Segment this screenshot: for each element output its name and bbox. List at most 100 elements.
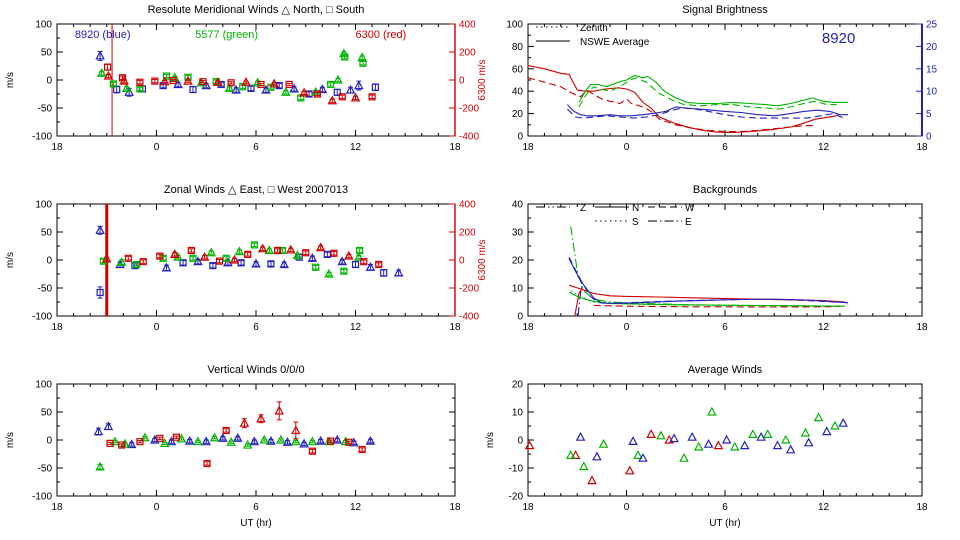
svg-text:0: 0 xyxy=(459,76,465,87)
svg-text:0: 0 xyxy=(46,256,52,267)
svg-text:100: 100 xyxy=(506,20,523,31)
right-axis-red: 400 200 0 -200 -400 6300 m/s xyxy=(449,20,488,143)
svg-text:50: 50 xyxy=(41,48,53,59)
panel-vertical-winds: Vertical Winds 0/0/018 0 6 12 18-100-5005010… xyxy=(5,364,461,529)
svg-text:-50: -50 xyxy=(38,464,53,475)
svg-text:0: 0 xyxy=(46,76,52,87)
svg-text:0: 0 xyxy=(154,502,160,513)
svg-text:20: 20 xyxy=(512,380,524,391)
right-axis-blue: 25 20 15 10 5 0 xyxy=(916,20,938,143)
svg-text:Signal Brightness: Signal Brightness xyxy=(682,4,768,16)
series-red-solid xyxy=(574,287,583,317)
svg-text:W: W xyxy=(685,203,695,214)
svg-text:30: 30 xyxy=(512,228,524,239)
svg-text:50: 50 xyxy=(41,228,53,239)
svg-text:18: 18 xyxy=(51,502,63,513)
svg-text:40: 40 xyxy=(512,87,524,98)
svg-text:400: 400 xyxy=(459,200,476,211)
svg-text:60: 60 xyxy=(512,64,524,75)
legend: Z N W S E xyxy=(536,203,695,228)
svg-text:Average Winds: Average Winds xyxy=(688,364,763,376)
series-green-dash xyxy=(578,77,837,110)
svg-text:-10: -10 xyxy=(509,464,524,475)
svg-text:0: 0 xyxy=(154,142,160,153)
svg-text:Vertical Winds 0/0/0: Vertical Winds 0/0/0 xyxy=(207,364,304,376)
svg-text:18: 18 xyxy=(916,502,928,513)
svg-text:-200: -200 xyxy=(459,104,479,115)
points-green xyxy=(99,241,364,278)
series-blue-dash xyxy=(567,107,847,120)
svg-text:12: 12 xyxy=(350,142,362,153)
svg-text:m/s: m/s xyxy=(5,432,16,448)
svg-text:-400: -400 xyxy=(459,132,479,143)
svg-text:0: 0 xyxy=(517,312,523,323)
series-blue-solid xyxy=(568,258,849,304)
svg-text:18: 18 xyxy=(522,142,534,153)
svg-text:18: 18 xyxy=(51,142,63,153)
series-red-solid xyxy=(527,64,837,134)
svg-text:-100: -100 xyxy=(32,132,52,143)
svg-text:6: 6 xyxy=(722,142,728,153)
svg-text:20: 20 xyxy=(512,109,524,120)
svg-text:10: 10 xyxy=(512,284,524,295)
svg-text:6: 6 xyxy=(722,502,728,513)
plot-zonal: Zonal Winds △ East, □ West 2007013 18 0 6 12… xyxy=(5,184,488,333)
svg-text:12: 12 xyxy=(818,142,830,153)
series-green-solid xyxy=(578,74,849,107)
svg-text:100: 100 xyxy=(35,20,52,31)
plot-vertical: Vertical Winds 0/0/018 0 6 12 18-100-5005010… xyxy=(5,364,461,529)
svg-text:400: 400 xyxy=(459,20,476,31)
svg-text:15: 15 xyxy=(926,64,938,75)
svg-text:18: 18 xyxy=(916,322,928,333)
svg-text:25: 25 xyxy=(926,20,938,31)
svg-text:200: 200 xyxy=(459,48,476,59)
series-blue-dash xyxy=(568,256,849,304)
svg-text:0: 0 xyxy=(46,436,52,447)
svg-text:0: 0 xyxy=(624,502,630,513)
svg-text:18: 18 xyxy=(449,322,461,333)
svg-text:6300 m/s: 6300 m/s xyxy=(477,59,488,100)
svg-text:0: 0 xyxy=(517,132,523,143)
svg-text:Backgrounds: Backgrounds xyxy=(693,184,758,196)
series-blue-solid xyxy=(567,104,849,117)
points-red xyxy=(106,401,366,468)
svg-text:12: 12 xyxy=(350,322,362,333)
svg-text:6300 m/s: 6300 m/s xyxy=(477,239,488,280)
points-blue xyxy=(95,225,404,299)
svg-text:S: S xyxy=(632,217,639,228)
svg-text:6: 6 xyxy=(253,502,259,513)
svg-text:18: 18 xyxy=(522,322,534,333)
plot-meridional: Resolute Meridional Winds △ North, □ Sou… xyxy=(5,4,488,153)
points-red xyxy=(524,429,724,485)
points-red xyxy=(103,63,376,105)
svg-text:6300 (red): 6300 (red) xyxy=(356,29,407,41)
svg-text:UT (hr): UT (hr) xyxy=(240,518,271,529)
svg-text:8920 (blue): 8920 (blue) xyxy=(75,29,131,41)
svg-text:m/s: m/s xyxy=(5,72,16,88)
svg-text:80: 80 xyxy=(512,42,524,53)
svg-text:NSWE Average: NSWE Average xyxy=(580,37,650,48)
svg-text:6: 6 xyxy=(253,142,259,153)
points-blue xyxy=(93,421,376,449)
svg-text:6: 6 xyxy=(722,322,728,333)
svg-text:18: 18 xyxy=(51,322,63,333)
svg-text:0: 0 xyxy=(624,142,630,153)
points-blue xyxy=(575,417,849,462)
points-red xyxy=(101,242,383,269)
svg-text:-100: -100 xyxy=(32,492,52,503)
svg-text:10: 10 xyxy=(926,87,938,98)
legend: Zenith NSWE Average xyxy=(536,23,650,48)
svg-text:20: 20 xyxy=(512,256,524,267)
svg-text:200: 200 xyxy=(459,228,476,239)
svg-text:8920: 8920 xyxy=(822,30,855,47)
panel-meridional-winds: Resolute Meridional Winds △ North, □ Sou… xyxy=(5,4,488,153)
svg-text:5: 5 xyxy=(926,109,932,120)
